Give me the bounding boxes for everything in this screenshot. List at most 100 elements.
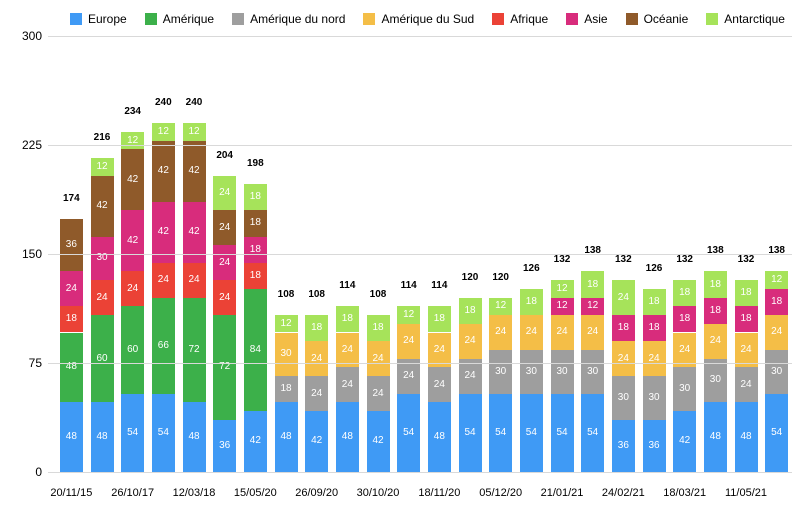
plot-area: 4848182436174486024304212216546024424212… bbox=[48, 36, 792, 472]
bar-segment-amerique_sud: 24 bbox=[581, 315, 604, 350]
bar-segment-antarctique: 18 bbox=[581, 271, 604, 297]
bar-segment-antarctique: 12 bbox=[121, 132, 144, 149]
x-tick-label: 05/12/20 bbox=[479, 487, 522, 499]
segment-value-label: 18 bbox=[618, 323, 629, 333]
bar-total-label: 138 bbox=[581, 245, 604, 258]
bar-segment-amerique_nord: 30 bbox=[520, 350, 543, 394]
legend-swatch bbox=[626, 13, 638, 25]
bar-total-label: 120 bbox=[459, 272, 482, 285]
x-tick-label: 15/05/20 bbox=[234, 487, 277, 499]
bar-segment-amerique_nord: 30 bbox=[551, 350, 574, 394]
segment-value-label: 18 bbox=[771, 297, 782, 307]
bar-segment-antarctique: 18 bbox=[673, 280, 696, 306]
segment-value-label: 24 bbox=[66, 284, 77, 294]
bar-segment-afrique: 24 bbox=[183, 263, 206, 298]
segment-value-label: 48 bbox=[740, 432, 751, 442]
segment-value-label: 18 bbox=[679, 314, 690, 324]
bar-segment-europe: 54 bbox=[489, 394, 512, 472]
segment-value-label: 18 bbox=[464, 306, 475, 316]
bar-segment-europe: 48 bbox=[275, 402, 298, 472]
bar-segment-amerique_sud: 24 bbox=[765, 315, 788, 350]
x-tick-label: 30/10/20 bbox=[357, 487, 400, 499]
x-tick-label: 21/01/21 bbox=[541, 487, 584, 499]
segment-value-label: 12 bbox=[96, 162, 107, 172]
bar-segment-europe: 36 bbox=[612, 420, 635, 472]
x-tick-label: 26/09/20 bbox=[295, 487, 338, 499]
grid-line bbox=[48, 36, 792, 37]
bar-segment-europe: 48 bbox=[704, 402, 727, 472]
bar-total-label: 120 bbox=[489, 272, 512, 285]
bar-total-label: 240 bbox=[183, 97, 206, 110]
segment-value-label: 54 bbox=[403, 428, 414, 438]
segment-value-label: 24 bbox=[464, 336, 475, 346]
legend-swatch bbox=[145, 13, 157, 25]
segment-value-label: 12 bbox=[188, 127, 199, 137]
segment-value-label: 24 bbox=[679, 345, 690, 355]
bar-segment-antarctique: 18 bbox=[244, 184, 267, 210]
bar-segment-antarctique: 18 bbox=[704, 271, 727, 297]
y-tick-label: 75 bbox=[8, 356, 42, 370]
bar-segment-afrique: 18 bbox=[244, 263, 267, 289]
bar-segment-oceanie: 42 bbox=[121, 149, 144, 210]
legend-item-europe: Europe bbox=[70, 12, 127, 26]
bar-segment-antarctique: 12 bbox=[765, 271, 788, 288]
bar-segment-europe: 42 bbox=[244, 411, 267, 472]
grid-line bbox=[48, 472, 792, 473]
x-tick-label: 20/11/15 bbox=[50, 487, 92, 499]
bar-segment-europe: 48 bbox=[183, 402, 206, 472]
bar-segment-oceanie: 42 bbox=[183, 141, 206, 202]
bar-segment-europe: 54 bbox=[765, 394, 788, 472]
bar-segment-asie: 18 bbox=[673, 306, 696, 332]
segment-value-label: 12 bbox=[556, 284, 567, 294]
bar-segment-afrique: 18 bbox=[60, 306, 83, 332]
bar-total-label: 108 bbox=[275, 289, 298, 302]
segment-value-label: 24 bbox=[434, 345, 445, 355]
bar-total-label: 138 bbox=[765, 245, 788, 258]
legend: EuropeAmériqueAmérique du nordAmérique d… bbox=[70, 12, 790, 26]
segment-value-label: 18 bbox=[434, 314, 445, 324]
bar-total-label: 138 bbox=[704, 245, 727, 258]
grid-line bbox=[48, 254, 792, 255]
bar-segment-antarctique: 18 bbox=[336, 306, 359, 332]
segment-value-label: 60 bbox=[127, 345, 138, 355]
segment-value-label: 42 bbox=[158, 166, 169, 176]
legend-item-afrique: Afrique bbox=[492, 12, 548, 26]
bar-segment-oceanie: 18 bbox=[244, 210, 267, 236]
y-tick-label: 0 bbox=[8, 465, 42, 479]
y-tick-label: 300 bbox=[8, 29, 42, 43]
bar-segment-afrique: 24 bbox=[121, 271, 144, 306]
legend-item-antarctique: Antarctique bbox=[706, 12, 785, 26]
segment-value-label: 12 bbox=[495, 301, 506, 311]
segment-value-label: 24 bbox=[127, 284, 138, 294]
segment-value-label: 24 bbox=[618, 293, 629, 303]
bar-segment-amerique_nord: 30 bbox=[489, 350, 512, 394]
bar-segment-antarctique: 18 bbox=[520, 289, 543, 315]
bar-segment-oceanie: 42 bbox=[91, 176, 114, 237]
legend-item-asie: Asie bbox=[566, 12, 607, 26]
segment-value-label: 12 bbox=[587, 301, 598, 311]
segment-value-label: 24 bbox=[771, 327, 782, 337]
bar-segment-amerique_sud: 24 bbox=[643, 341, 666, 376]
bar-total-label: 240 bbox=[152, 97, 175, 110]
legend-label: Amérique du Sud bbox=[381, 12, 474, 26]
bar-segment-asie: 18 bbox=[704, 298, 727, 324]
segment-value-label: 42 bbox=[311, 436, 322, 446]
segment-value-label: 30 bbox=[648, 393, 659, 403]
bar-total-label: 108 bbox=[367, 289, 390, 302]
segment-value-label: 42 bbox=[188, 166, 199, 176]
segment-value-label: 54 bbox=[556, 428, 567, 438]
bar-total-label: 198 bbox=[244, 158, 267, 171]
bar-segment-amerique_nord: 30 bbox=[643, 376, 666, 420]
segment-value-label: 18 bbox=[740, 288, 751, 298]
bar-segment-amerique: 72 bbox=[183, 298, 206, 403]
segment-value-label: 54 bbox=[526, 428, 537, 438]
segment-value-label: 36 bbox=[648, 441, 659, 451]
bar-segment-afrique: 24 bbox=[91, 280, 114, 315]
bar-segment-oceanie: 42 bbox=[152, 141, 175, 202]
legend-item-oceanie: Océanie bbox=[626, 12, 689, 26]
bar-segment-europe: 54 bbox=[152, 394, 175, 472]
bar-segment-europe: 54 bbox=[551, 394, 574, 472]
x-tick-label: 11/05/21 bbox=[725, 487, 767, 499]
bar-total-label: 114 bbox=[397, 280, 420, 293]
bar-segment-asie: 12 bbox=[581, 298, 604, 315]
